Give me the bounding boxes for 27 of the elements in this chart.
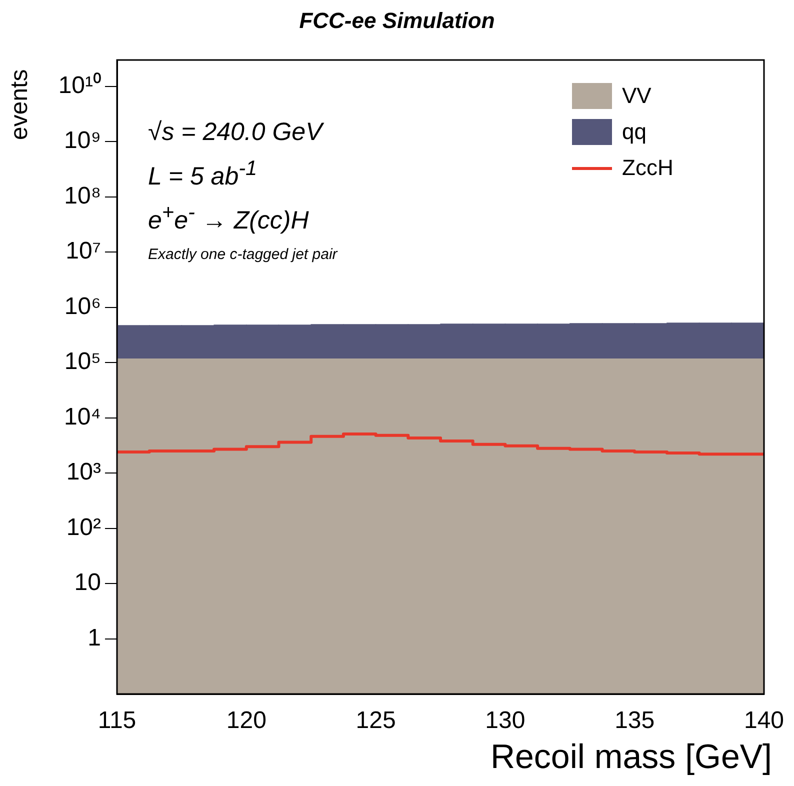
x-tick-label: 115 xyxy=(98,707,136,734)
y-tick-label: 10³ xyxy=(66,458,102,486)
y-tick-label: 10⁵ xyxy=(64,348,101,376)
x-tick-label: 130 xyxy=(485,707,526,734)
x-tick-label: 125 xyxy=(356,707,396,734)
legend-label: qq xyxy=(622,119,646,145)
y-tick-label: 10⁶ xyxy=(64,292,101,320)
y-tick-label: 10⁹ xyxy=(64,127,101,154)
y-tick-label: 10⁴ xyxy=(64,403,101,430)
annotation: Exactly one c-tagged jet pair xyxy=(148,246,338,263)
x-axis-title: Recoil mass [GeV] xyxy=(490,738,772,777)
legend-label: VV xyxy=(622,83,652,109)
y-tick-label: 10⁸ xyxy=(64,182,101,210)
x-tick-label: 120 xyxy=(226,707,266,734)
y-axis-title: events xyxy=(6,69,34,140)
x-tick-label: 140 xyxy=(744,707,784,734)
y-tick-label: 10¹⁰ xyxy=(58,72,101,99)
annotation: L = 5 ab$^{-1}$ xyxy=(148,157,258,192)
annotation: √s = 240.0 GeV xyxy=(148,118,326,147)
y-tick-label: 10⁷ xyxy=(66,238,101,265)
chart-title: FCC-ee Simulation xyxy=(298,8,496,34)
y-tick-label: 10² xyxy=(66,514,102,541)
legend-label: ZccH xyxy=(622,155,674,181)
annotation: e$^{+}$e$^{-}$ → Z(cc)H xyxy=(148,201,310,236)
y-tick-label: 10 xyxy=(74,569,101,596)
y-tick-label: 1 xyxy=(88,624,101,652)
x-tick-label: 135 xyxy=(614,707,655,734)
